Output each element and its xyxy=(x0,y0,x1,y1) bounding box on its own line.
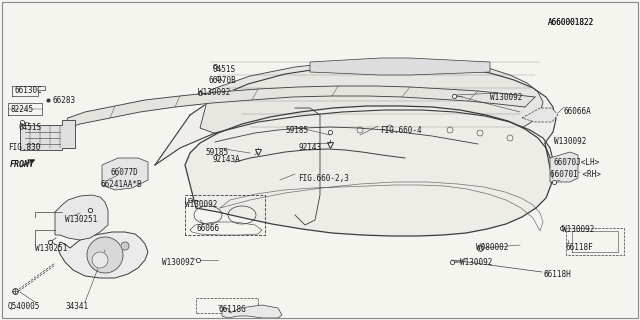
Text: FIG.660-2,3: FIG.660-2,3 xyxy=(298,174,349,183)
Text: 59185: 59185 xyxy=(205,148,228,157)
Text: 66118F: 66118F xyxy=(566,243,594,252)
Text: 92143A: 92143A xyxy=(212,155,240,164)
Circle shape xyxy=(92,252,108,268)
Text: W080002: W080002 xyxy=(476,243,508,252)
Text: 0451S: 0451S xyxy=(18,123,41,132)
Text: W130092: W130092 xyxy=(554,137,586,146)
Text: 59185: 59185 xyxy=(285,126,308,135)
Text: 66118H: 66118H xyxy=(544,270,572,279)
Polygon shape xyxy=(200,60,543,151)
Text: W130092: W130092 xyxy=(490,93,522,102)
Text: 82245: 82245 xyxy=(10,105,33,114)
Text: A660001822: A660001822 xyxy=(548,18,595,27)
Polygon shape xyxy=(55,195,108,240)
Polygon shape xyxy=(185,106,553,236)
Text: 66241AA*B: 66241AA*B xyxy=(100,180,141,189)
Text: 66077D: 66077D xyxy=(110,168,138,177)
Text: FIG.660-4: FIG.660-4 xyxy=(380,126,422,135)
Text: 66066A: 66066A xyxy=(564,107,592,116)
Polygon shape xyxy=(58,232,148,278)
Text: W130092: W130092 xyxy=(185,200,218,209)
Polygon shape xyxy=(522,108,558,122)
Text: 66070I <RH>: 66070I <RH> xyxy=(550,170,601,179)
Text: W130092: W130092 xyxy=(562,225,595,234)
Polygon shape xyxy=(155,64,556,173)
Polygon shape xyxy=(550,152,578,182)
Polygon shape xyxy=(20,120,75,150)
Circle shape xyxy=(87,237,123,273)
Text: A660001822: A660001822 xyxy=(548,18,595,27)
Polygon shape xyxy=(62,86,535,130)
Text: W130092: W130092 xyxy=(162,258,195,267)
Text: 66118G: 66118G xyxy=(218,305,246,314)
Text: 0451S: 0451S xyxy=(212,65,235,74)
Text: 92143: 92143 xyxy=(298,143,321,152)
Text: Q540005: Q540005 xyxy=(8,302,40,311)
Polygon shape xyxy=(310,58,490,75)
Text: W130092: W130092 xyxy=(460,258,492,267)
Text: FIG.830: FIG.830 xyxy=(8,143,40,152)
Text: W130251: W130251 xyxy=(35,244,67,253)
Text: 66130C: 66130C xyxy=(14,86,42,95)
Text: 66070J<LH>: 66070J<LH> xyxy=(553,158,599,167)
Text: 66283: 66283 xyxy=(52,96,75,105)
Text: 66070B: 66070B xyxy=(208,76,236,85)
Polygon shape xyxy=(102,158,148,190)
Text: FRONT: FRONT xyxy=(10,160,35,169)
Text: 34341: 34341 xyxy=(65,302,88,311)
Circle shape xyxy=(121,242,129,250)
Text: W130092: W130092 xyxy=(198,88,230,97)
Text: W130251: W130251 xyxy=(65,215,97,224)
Text: 66066: 66066 xyxy=(196,224,219,233)
Polygon shape xyxy=(222,305,282,318)
